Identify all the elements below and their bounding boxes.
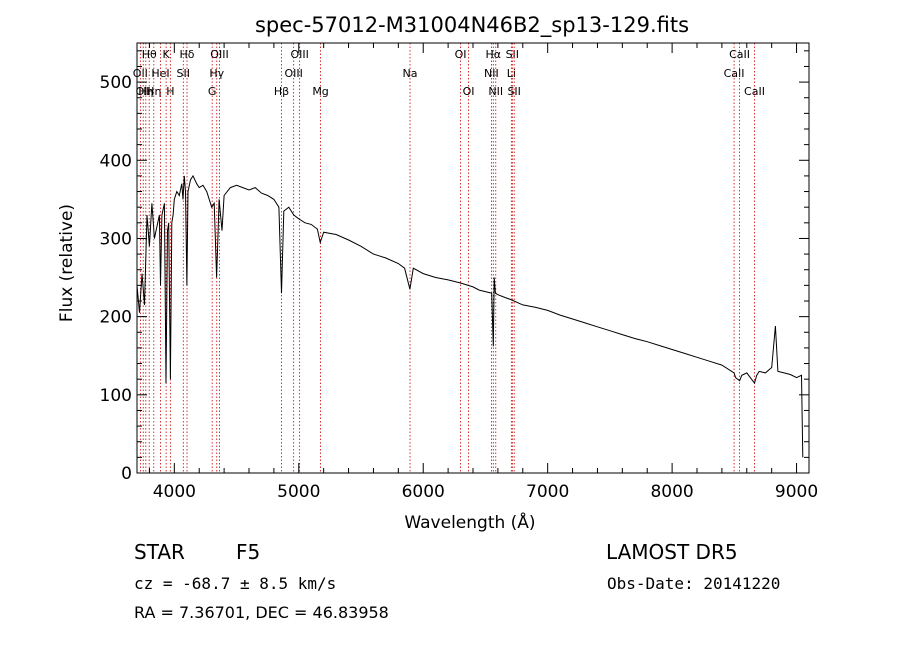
x-axis: 4000 5000 6000 7000 8000 9000: [148, 43, 818, 502]
line-marker-label: Hα: [486, 48, 502, 61]
line-marker-label: OIII: [210, 48, 228, 61]
line-marker-label: HeI: [151, 67, 169, 80]
y-axis-label: Flux (relative): [57, 204, 77, 322]
object-class: STAR: [134, 540, 185, 564]
line-marker-label: OIII: [290, 48, 308, 61]
x-tick-label: 5000: [277, 482, 320, 502]
line-marker-label: CaII: [724, 67, 745, 80]
x-tick-label: 7000: [526, 482, 569, 502]
line-marker-label: SII: [506, 48, 519, 61]
y-tick-label: 100: [100, 386, 132, 406]
y-axis: 0 100 200 300 400 500: [100, 50, 809, 484]
line-marker-label: SII: [507, 85, 520, 98]
x-tick-label: 8000: [650, 482, 693, 502]
object-subclass: F5: [236, 540, 261, 564]
x-tick-label: 6000: [402, 482, 445, 502]
line-marker-label: Hγ: [209, 67, 224, 80]
chart-title: spec-57012-M31004N46B2_sp13-129.fits: [255, 13, 689, 38]
line-marker-label: OII: [136, 85, 151, 98]
line-marker-label: Mg: [312, 85, 328, 98]
line-marker-label: SII: [177, 67, 190, 80]
obs-date: Obs-Date: 20141220: [607, 574, 781, 593]
line-marker-label: Li: [507, 67, 516, 80]
plot-frame: [136, 42, 810, 474]
y-tick-label: 200: [100, 308, 132, 328]
line-marker-label: Hδ: [180, 48, 195, 61]
line-marker-label: NII: [488, 85, 503, 98]
y-tick-label: 0: [121, 464, 132, 484]
x-tick-label: 9000: [775, 482, 818, 502]
line-marker-label: H: [166, 85, 174, 98]
line-marker-label: OI: [455, 48, 467, 61]
line-marker-label: G: [208, 85, 217, 98]
survey-name: LAMOST DR5: [606, 540, 738, 564]
line-marker-label: Hη: [146, 85, 161, 98]
line-marker-label: CaII: [744, 85, 765, 98]
line-marker-label: OIII: [284, 67, 302, 80]
line-marker-label: Na: [403, 67, 418, 80]
line-marker-label: CaII: [729, 48, 750, 61]
redshift-value: cz = -68.7 ± 8.5 km/s: [134, 574, 337, 593]
line-marker-label: Hη: [138, 85, 153, 98]
x-tick-label: 4000: [153, 482, 196, 502]
line-marker-label: NII: [484, 67, 499, 80]
spectrum-line: [136, 174, 804, 458]
y-tick-label: 300: [100, 229, 132, 249]
line-marker-label: Hθ: [142, 48, 157, 61]
line-marker-label: K: [163, 48, 171, 61]
line-marker-label: Hβ: [274, 85, 289, 98]
x-axis-label: Wavelength (Å): [404, 511, 535, 533]
y-tick-label: 400: [100, 151, 132, 171]
coordinates: RA = 7.36701, DEC = 46.83958: [134, 603, 389, 622]
y-tick-label: 500: [100, 73, 132, 93]
line-markers: OIIOIIHηHθHηHeIKHSIIHδGHγOIIIHβOIIIOIIIM…: [133, 43, 765, 473]
line-marker-label: OI: [463, 85, 475, 98]
series-group: [136, 174, 804, 458]
